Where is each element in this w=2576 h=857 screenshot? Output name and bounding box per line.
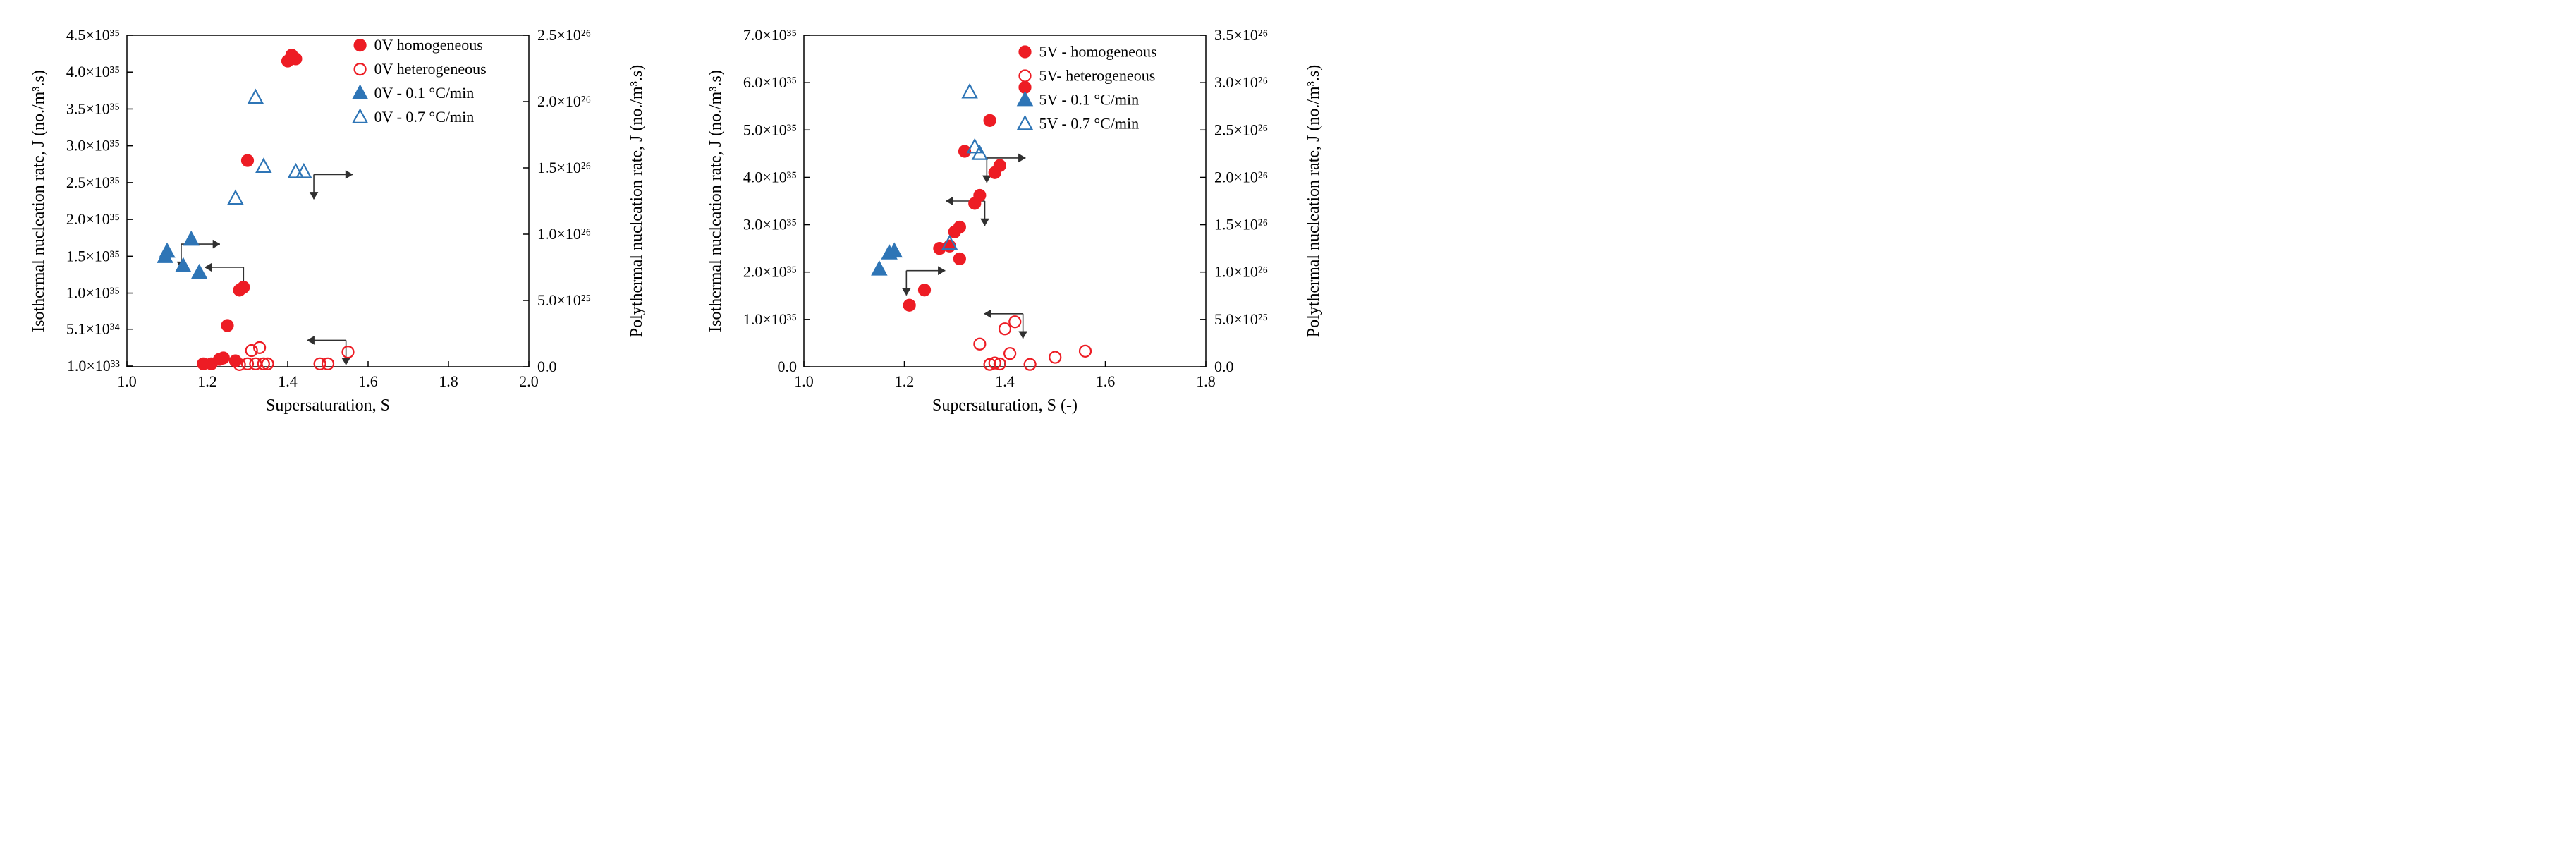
legend-item-label: 5V- heterogeneous (1039, 67, 1156, 85)
series-homogeneous (197, 49, 301, 370)
y-right-tick-label: 0.0 (537, 358, 557, 375)
y-left-tick-label: 1.0×10³⁵ (743, 310, 797, 328)
y-left-tick-label: 2.5×10³⁵ (66, 174, 120, 191)
series-homogeneous (904, 82, 1031, 311)
x-tick-label: 1.6 (358, 372, 378, 390)
y-right-tick-label: 2.5×10²⁶ (537, 26, 591, 44)
y-right-tick-label: 3.5×10²⁶ (1214, 26, 1268, 44)
scatter-chart-left: 1.0 1.2 1.4 1.6 1.8 2.0 1.0×10³³ 5.1×10³⁴ 1.0×10… (21, 14, 656, 430)
legend-item-label: 0V homogeneous (374, 36, 483, 54)
series-heterogeneous (234, 342, 354, 370)
x-tick-label: 1.4 (278, 372, 298, 390)
legend-item-label: 0V - 0.1 °C/min (374, 84, 475, 102)
x-tick-label: 1.8 (1196, 372, 1216, 390)
y-left-tick-label: 3.0×10³⁵ (66, 137, 120, 154)
y-right-tick-label: 5.0×10²⁵ (537, 291, 591, 309)
legend: 5V - homogeneous 5V- heterogeneous 5V - 0.… (1018, 43, 1157, 133)
x-tick-label: 1.2 (197, 372, 217, 390)
y-left-tick-label: 4.0×10³⁵ (743, 168, 797, 186)
y-right-tick-label: 2.0×10²⁶ (537, 92, 591, 110)
y-left-axis-title: Isothermal nucleation rate, J (no./m³.s) (707, 70, 725, 332)
series-poly-0.7 (228, 90, 311, 204)
y-left-tick-label: 7.0×10³⁵ (743, 26, 797, 44)
y-left-tick-label: 3.5×10³⁵ (66, 99, 120, 117)
y-right-axis-title: Polythermal nucleation rate, J (no./m³.s… (628, 65, 646, 337)
legend-item-label: 5V - homogeneous (1039, 43, 1157, 61)
series-poly-0.1 (158, 232, 206, 278)
y-right-tick-label: 1.0×10²⁶ (537, 225, 591, 243)
legend-item-label: 0V heterogeneous (374, 60, 487, 78)
x-tick-label: 1.0 (794, 372, 814, 390)
x-axis-title: Supersaturation, S (-) (932, 396, 1078, 415)
x-tick-label: 2.0 (519, 372, 539, 390)
y-left-tick-label: 4.0×10³⁵ (66, 63, 120, 80)
y-right-tick-label: 1.5×10²⁶ (537, 159, 591, 176)
series-heterogeneous (974, 316, 1091, 370)
y-right-tick-label: 2.5×10²⁶ (1214, 121, 1268, 138)
y-left-tick-label: 5.1×10³⁴ (66, 320, 121, 338)
legend-item-label: 5V - 0.7 °C/min (1039, 115, 1140, 133)
y-right-tick-label: 1.5×10²⁶ (1214, 216, 1268, 233)
x-tick-label: 1.8 (439, 372, 458, 390)
legend-item-label: 0V - 0.7 °C/min (374, 108, 475, 126)
y-left-tick-label: 0.0 (778, 358, 798, 375)
x-tick-label: 1.6 (1096, 372, 1116, 390)
y-left-tick-label: 3.0×10³⁵ (743, 216, 797, 233)
y-left-tick-label: 5.0×10³⁵ (743, 121, 797, 138)
y-left-tick-label: 1.0×10³³ (67, 357, 121, 375)
y-right-tick-label: 5.0×10²⁵ (1214, 310, 1268, 328)
y-left-tick-label: 1.0×10³⁵ (66, 284, 120, 302)
series-poly-0.1 (872, 244, 901, 275)
y-right-tick-label: 0.0 (1214, 358, 1234, 375)
panel-right: 1.01.21.41.61.80.01.0×10³⁵2.0×10³⁵3.0×10… (698, 14, 1333, 430)
y-right-axis-title: Polythermal nucleation rate, J (no./m³.s… (1305, 65, 1323, 337)
y-right-tick-label: 2.0×10²⁶ (1214, 168, 1268, 186)
x-tick-label: 1.2 (895, 372, 915, 390)
y-right-tick-label: 3.0×10²⁶ (1214, 73, 1268, 91)
y-left-tick-label: 2.0×10³⁵ (743, 263, 797, 281)
scatter-chart-right: 1.01.21.41.61.80.01.0×10³⁵2.0×10³⁵3.0×10… (698, 14, 1333, 430)
legend: 0V homogeneous 0V heterogeneous 0V - 0.1 °… (353, 36, 487, 126)
y-left-axis-title: Isothermal nucleation rate, J (no./m³.s) (30, 70, 48, 332)
y-left-tick-label: 2.0×10³⁵ (66, 210, 120, 228)
y-left-tick-label: 6.0×10³⁵ (743, 73, 797, 91)
y-right-tick-label: 1.0×10²⁶ (1214, 263, 1268, 281)
figure-container: 1.0 1.2 1.4 1.6 1.8 2.0 1.0×10³³ 5.1×10³⁴ 1.0×10… (0, 0, 2576, 444)
panel-left: 1.0 1.2 1.4 1.6 1.8 2.0 1.0×10³³ 5.1×10³⁴ 1.0×10… (21, 14, 656, 430)
x-tick-label: 1.4 (995, 372, 1015, 390)
y-left-tick-label: 1.5×10³⁵ (66, 247, 120, 265)
y-left-tick-label: 4.5×10³⁵ (66, 26, 120, 44)
x-tick-label: 1.0 (117, 372, 137, 390)
x-axis-title: Supersaturation, S (266, 396, 390, 415)
legend-item-label: 5V - 0.1 °C/min (1039, 91, 1140, 109)
